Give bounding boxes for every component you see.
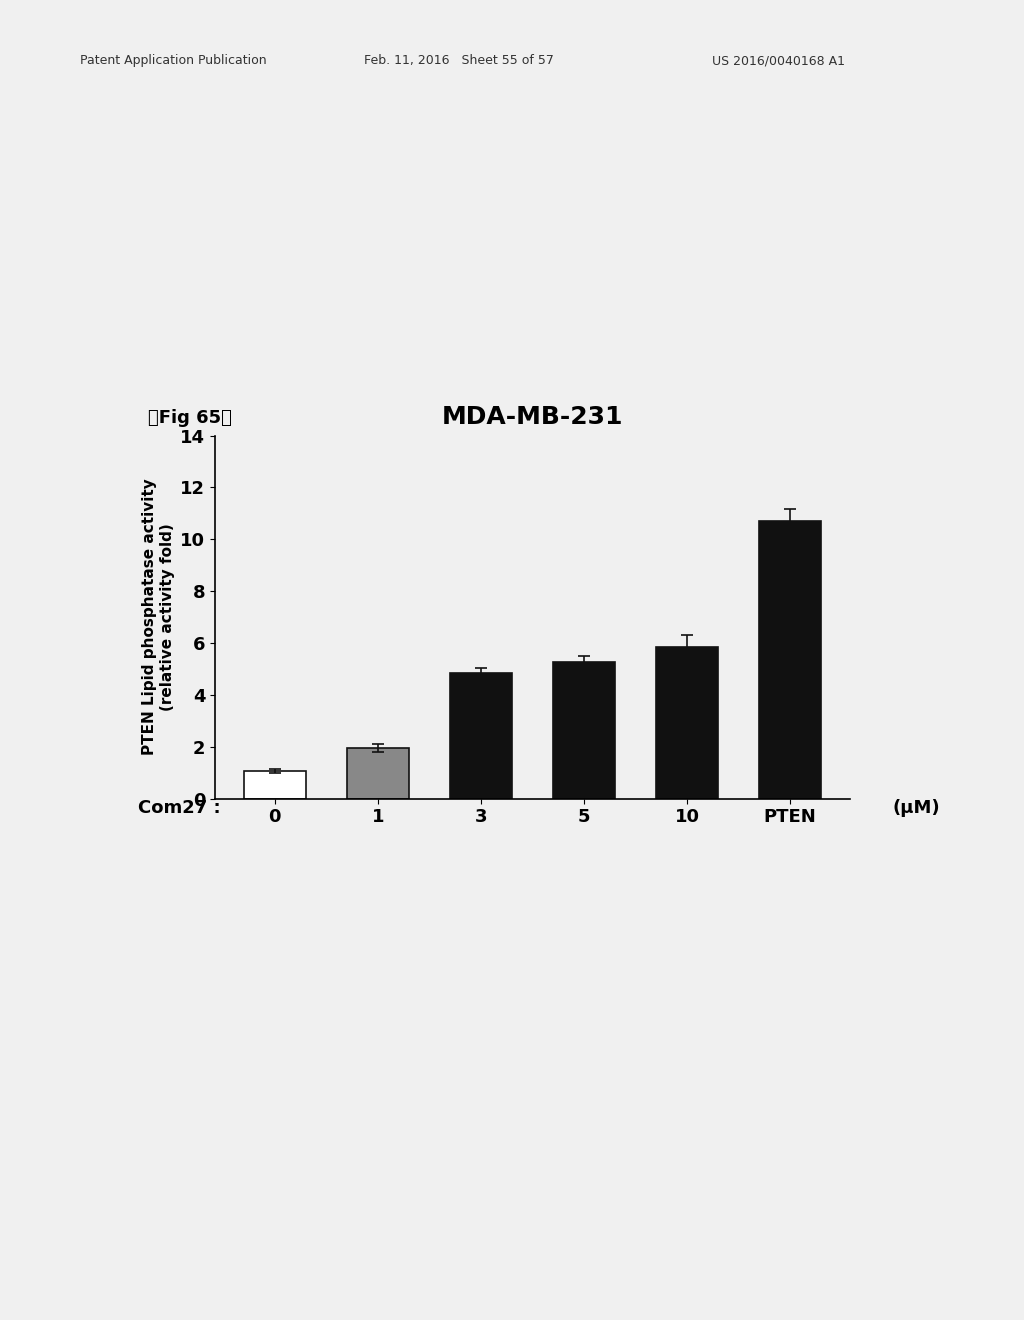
- Text: Patent Application Publication: Patent Application Publication: [80, 54, 266, 67]
- Bar: [450, 673, 512, 799]
- Bar: [347, 748, 409, 799]
- Y-axis label: PTEN Lipid phosphatase activity
(relative activity fold): PTEN Lipid phosphatase activity (relativ…: [142, 479, 175, 755]
- Title: MDA-MB-231: MDA-MB-231: [441, 405, 624, 429]
- Text: 『Fig 65』: 『Fig 65』: [148, 409, 232, 428]
- Text: (μM): (μM): [893, 799, 941, 817]
- Text: Com27 :: Com27 :: [138, 799, 221, 817]
- Bar: [656, 647, 718, 799]
- Bar: [244, 771, 306, 799]
- Bar: [553, 663, 615, 799]
- Text: Feb. 11, 2016   Sheet 55 of 57: Feb. 11, 2016 Sheet 55 of 57: [364, 54, 553, 67]
- Text: US 2016/0040168 A1: US 2016/0040168 A1: [712, 54, 845, 67]
- Bar: [759, 521, 821, 799]
